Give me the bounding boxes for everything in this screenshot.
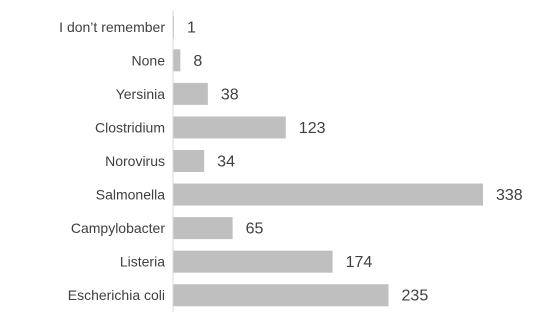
value-label: 338 bbox=[496, 187, 523, 204]
value-label: 1 bbox=[187, 19, 196, 36]
bar bbox=[173, 116, 286, 139]
value-label: 235 bbox=[402, 288, 429, 305]
bar bbox=[173, 49, 181, 72]
category-label: Escherichia coli bbox=[68, 287, 165, 303]
bar bbox=[173, 82, 208, 105]
value-labels-group: 1 8 38 123 34 338 65 174 235 bbox=[187, 19, 523, 304]
category-labels-group: I don’t remember None Yersinia Clostridium N… bbox=[59, 19, 165, 303]
value-label: 38 bbox=[221, 86, 239, 103]
value-label: 34 bbox=[217, 154, 235, 171]
category-label: Clostridium bbox=[95, 119, 165, 135]
bar bbox=[173, 150, 205, 172]
bars-group bbox=[173, 15, 483, 307]
category-label: Campylobacter bbox=[71, 220, 165, 236]
value-label: 65 bbox=[246, 221, 264, 238]
value-label: 123 bbox=[299, 120, 326, 137]
category-label: I don’t remember bbox=[59, 19, 165, 35]
category-label: Yersinia bbox=[116, 86, 166, 102]
value-label: 8 bbox=[193, 53, 202, 70]
category-label: None bbox=[132, 52, 166, 68]
bar bbox=[173, 217, 233, 240]
bar bbox=[173, 284, 389, 307]
bar bbox=[173, 183, 483, 206]
bar bbox=[173, 250, 333, 273]
category-label: Salmonella bbox=[96, 187, 165, 203]
category-label: Norovirus bbox=[105, 153, 165, 169]
category-label: Listeria bbox=[120, 254, 165, 270]
value-label: 174 bbox=[346, 254, 373, 271]
